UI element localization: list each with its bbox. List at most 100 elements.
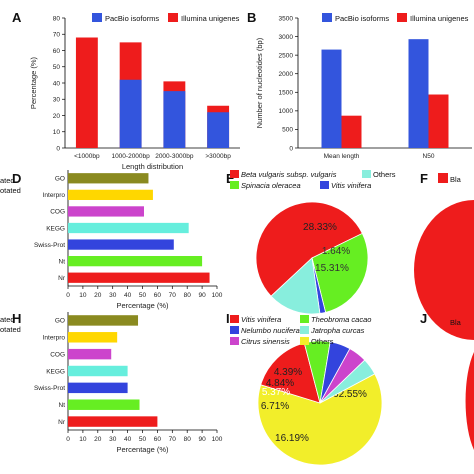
d-x-tick-label: 70 — [169, 292, 177, 299]
i-legend-swatch-others — [300, 337, 309, 345]
panel-j-legend-label: Bla — [450, 318, 462, 327]
h-category-label: COG — [50, 351, 65, 358]
d-category-label: COG — [50, 209, 65, 216]
i-legend-label-nelumbo: Nelumbo nucifera — [241, 326, 300, 335]
h-category-label: KEGG — [46, 368, 65, 375]
panel-label-a: A — [12, 10, 22, 25]
panel-f-pie-edge — [414, 200, 474, 340]
a-legend-swatch-pacbio — [92, 13, 102, 22]
b-legend-label-illumina: Illumina unigenes — [410, 14, 469, 23]
h-x-tick-label: 100 — [212, 436, 223, 443]
b-legend-label-pacbio: PacBio isoforms — [335, 14, 389, 23]
e-legend-swatch-others — [362, 170, 371, 178]
i-legend-label-citrus: Citrus sinensis — [241, 337, 290, 346]
i-slice-others — [257, 373, 383, 466]
d-x-tick-label: 20 — [94, 292, 102, 299]
panel-label-i: I — [226, 311, 230, 326]
h-x-tick-label: 50 — [139, 436, 147, 443]
h-category-label: Swiss-Prot — [34, 385, 65, 392]
h-bar-kegg — [68, 365, 128, 377]
cut-legend-top-1: ated — [0, 176, 15, 185]
e-legend-label-vitis: Vitis vinifera — [331, 181, 371, 190]
d-bar-nt — [68, 256, 203, 267]
a-y-tick-label: 60 — [53, 48, 61, 55]
charts-layer: 0 10 20 30 40 50 60 70 80 <1000bp 1000-2000bp 2000-… — [29, 13, 472, 466]
b-x-tick-label: Mean length — [324, 153, 360, 160]
d-x-tick-label: 30 — [109, 292, 117, 299]
i-slice-jatropha-curcas — [319, 359, 376, 404]
e-slice-beta-vulgaris-subsp-vulgaris — [255, 201, 363, 297]
d-bar-swiss-prot — [68, 239, 174, 250]
a-y-tick-label: 50 — [53, 64, 61, 71]
e-legend-swatch-vitis — [320, 181, 329, 189]
a-x-tick-label: 2000-3000bp — [155, 153, 194, 160]
e-slice-label-vitis-vinifera: 1.64% — [322, 246, 350, 257]
b-y-tick-label: 3000 — [279, 34, 294, 41]
cut-legend-bottom-1: ated — [0, 315, 15, 324]
i-legend-swatch-theobroma — [300, 315, 309, 323]
h-bar-cog — [68, 348, 112, 360]
b-x-tick-label: N50 — [423, 153, 435, 160]
b-bar-illumina-mean-length — [341, 115, 362, 148]
b-bar-pacbio-mean-length — [321, 49, 342, 149]
panel-f-legend-swatch — [438, 173, 448, 183]
b-y-tick-label: 500 — [282, 127, 293, 134]
i-slice-label-others: 62.55% — [333, 389, 367, 400]
h-x-tick-label: 90 — [198, 436, 206, 443]
a-legend-swatch-illumina — [168, 13, 178, 22]
cut-legend-top-2: otated — [0, 186, 21, 195]
b-legend-swatch-pacbio — [322, 13, 332, 22]
d-x-tick-label: 10 — [79, 292, 87, 299]
b-bar-pacbio-n50 — [408, 39, 429, 148]
i-slice-label-citrus-sinensis: 4.84% — [266, 378, 294, 389]
h-bar-go — [68, 315, 139, 326]
panel-label-h: H — [12, 311, 21, 326]
h-x-tick-label: 40 — [124, 436, 132, 443]
i-legend-label-others: Others — [311, 337, 334, 346]
b-y-tick-label: 1000 — [279, 108, 294, 115]
d-x-tick-label: 80 — [184, 292, 192, 299]
h-bar-interpro — [68, 332, 118, 343]
d-x-tick-label: 40 — [124, 292, 132, 299]
h-x-tick-label: 80 — [184, 436, 192, 443]
panel-label-j: J — [420, 311, 427, 326]
d-x-axis-title: Percentage (%) — [116, 301, 169, 310]
i-legend-label-vitis: Vitis vinifera — [241, 315, 281, 324]
a-y-tick-label: 80 — [53, 15, 61, 22]
i-legend-label-theobroma: Theobroma cacao — [311, 315, 371, 324]
a-x-axis-title: Length distribution — [122, 162, 183, 171]
panel-j-legend-swatch — [438, 316, 448, 326]
a-y-tick-label: 0 — [56, 145, 60, 152]
e-legend-label-others: Others — [373, 170, 396, 179]
a-bar-pacbio-2000-3000bp — [163, 91, 186, 148]
panel-j-pie-edge — [465, 352, 474, 450]
i-slice-label-jatropha-curcas: 4.39% — [274, 367, 302, 378]
d-category-label: KEGG — [46, 225, 65, 232]
a-bar-pacbio-3000bp — [207, 112, 230, 148]
a-legend-label-illumina: Illumina unigenes — [181, 14, 240, 23]
h-category-label: Interpro — [43, 335, 66, 342]
h-x-axis-title: Percentage (%) — [116, 445, 169, 454]
a-y-tick-label: 40 — [53, 80, 61, 87]
b-y-tick-label: 1500 — [279, 90, 294, 97]
panel-label-e: E — [226, 171, 235, 186]
e-slice-label-others: 15.31% — [315, 263, 349, 274]
b-legend-swatch-illumina — [397, 13, 407, 22]
e-legend-label-spinacia: Spinacia oleracea — [241, 181, 301, 190]
e-legend-swatch-beta-vulgaris — [230, 170, 239, 178]
h-category-label: Nr — [58, 419, 66, 426]
a-x-tick-label: >3000bp — [205, 153, 231, 160]
cut-legend-bottom-2: otated — [0, 325, 21, 334]
i-slice-label-vitis-vinifera: 16.19% — [275, 433, 309, 444]
b-y-tick-label: 0 — [289, 145, 293, 152]
d-category-label: Interpro — [43, 192, 66, 199]
b-y-tick-label: 2000 — [279, 71, 294, 78]
a-y-tick-label: 30 — [53, 97, 61, 104]
panel-label-f: F — [420, 171, 428, 186]
a-y-tick-label: 20 — [53, 113, 61, 120]
a-y-axis-title: Percentage (%) — [29, 56, 38, 109]
e-slice-label-spinacia-oleracea: 28.33% — [303, 222, 337, 233]
i-legend-swatch-vitis — [230, 315, 239, 323]
i-legend-swatch-jatropha — [300, 326, 309, 334]
